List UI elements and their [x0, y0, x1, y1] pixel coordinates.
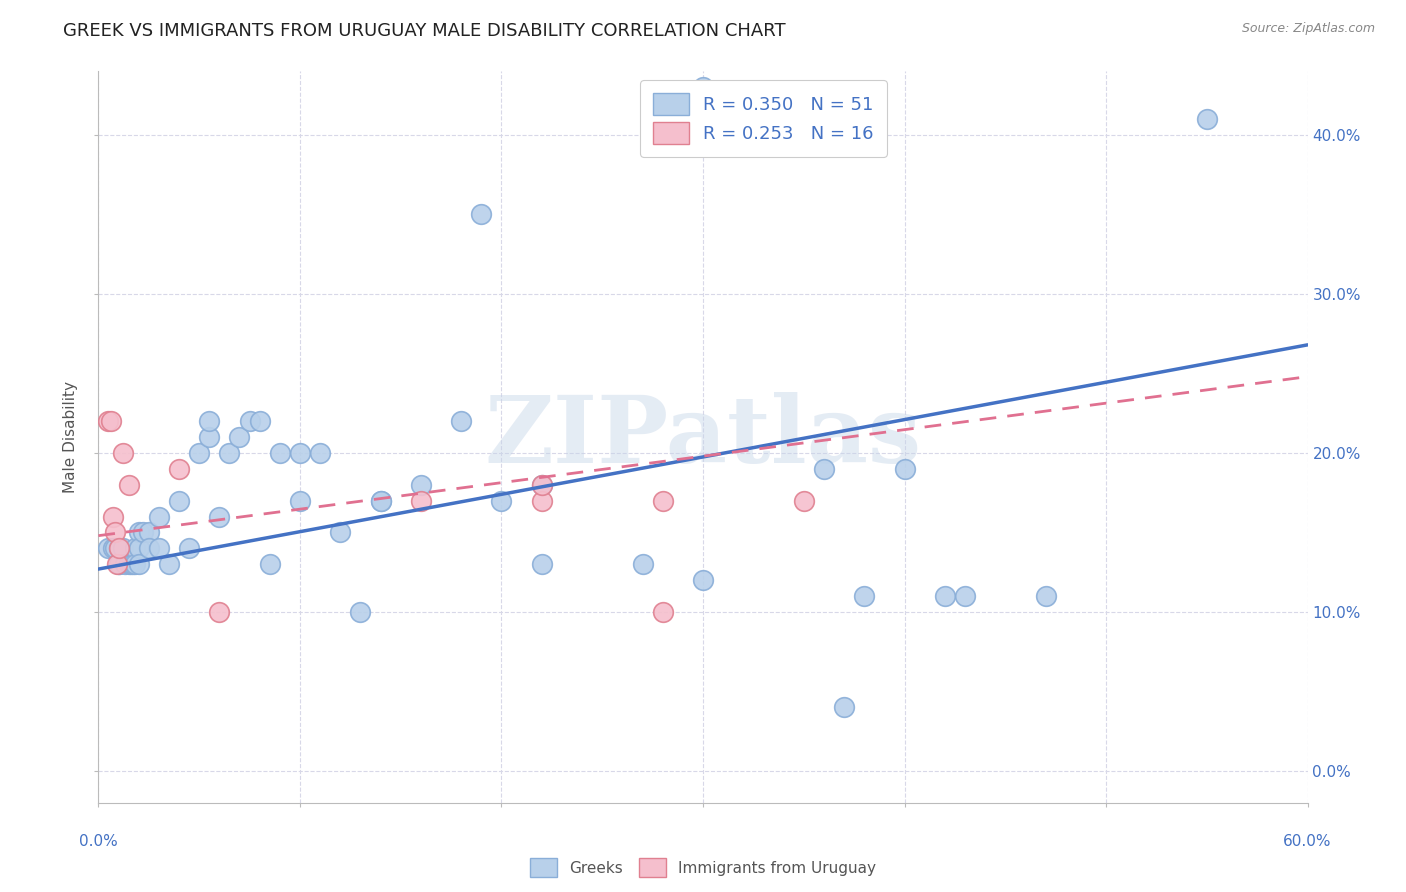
Text: 0.0%: 0.0% [79, 834, 118, 849]
Point [167, 493, 190, 508]
Point [409, 493, 432, 508]
Point [893, 462, 915, 476]
Text: ZIPatlas: ZIPatlas [485, 392, 921, 482]
Point [198, 430, 221, 444]
Point [288, 493, 311, 508]
Point [138, 541, 160, 556]
Point [101, 541, 124, 556]
Point [107, 558, 129, 572]
Point [97, 541, 120, 556]
Point [370, 493, 392, 508]
Point [148, 541, 170, 556]
Point [198, 414, 221, 428]
Point [651, 605, 673, 619]
Point [128, 558, 150, 572]
Text: Source: ZipAtlas.com: Source: ZipAtlas.com [1241, 22, 1375, 36]
Point [105, 558, 128, 572]
Point [111, 541, 134, 556]
Point [118, 558, 141, 572]
Point [120, 558, 142, 572]
Point [288, 446, 311, 460]
Legend: Greeks, Immigrants from Uruguay: Greeks, Immigrants from Uruguay [523, 852, 883, 883]
Point [329, 525, 352, 540]
Point [124, 558, 146, 572]
Point [309, 446, 332, 460]
Point [124, 541, 146, 556]
Point [934, 589, 956, 603]
Point [853, 589, 876, 603]
Point [107, 558, 129, 572]
Point [218, 446, 240, 460]
Point [692, 80, 714, 95]
Point [1035, 589, 1057, 603]
Point [832, 700, 855, 714]
Point [269, 446, 291, 460]
Point [167, 462, 190, 476]
Point [530, 493, 553, 508]
Point [1195, 112, 1218, 126]
Text: 60.0%: 60.0% [1284, 834, 1331, 849]
Point [813, 462, 835, 476]
Point [239, 414, 262, 428]
Text: GREEK VS IMMIGRANTS FROM URUGUAY MALE DISABILITY CORRELATION CHART: GREEK VS IMMIGRANTS FROM URUGUAY MALE DI… [63, 22, 786, 40]
Point [208, 509, 231, 524]
Point [409, 477, 432, 491]
Point [530, 477, 553, 491]
Point [228, 430, 250, 444]
Point [111, 446, 134, 460]
Point [118, 477, 141, 491]
Point [103, 525, 125, 540]
Point [121, 558, 143, 572]
Point [114, 558, 136, 572]
Point [128, 541, 150, 556]
Point [157, 558, 180, 572]
Point [793, 493, 815, 508]
Point [208, 605, 231, 619]
Point [128, 525, 150, 540]
Point [349, 605, 371, 619]
Point [259, 558, 281, 572]
Y-axis label: Male Disability: Male Disability [63, 381, 79, 493]
Point [107, 541, 129, 556]
Point [100, 414, 122, 428]
Point [249, 414, 271, 428]
Point [692, 573, 714, 587]
Point [107, 541, 129, 556]
Point [97, 414, 120, 428]
Point [103, 541, 125, 556]
Point [631, 558, 654, 572]
Point [179, 541, 201, 556]
Point [530, 558, 553, 572]
Point [188, 446, 211, 460]
Point [530, 477, 553, 491]
Point [450, 414, 472, 428]
Point [491, 493, 513, 508]
Point [132, 525, 155, 540]
Point [370, 493, 392, 508]
Point [470, 207, 492, 221]
Point [651, 493, 673, 508]
Point [953, 589, 976, 603]
Point [148, 509, 170, 524]
Point [138, 525, 160, 540]
Point [101, 509, 124, 524]
